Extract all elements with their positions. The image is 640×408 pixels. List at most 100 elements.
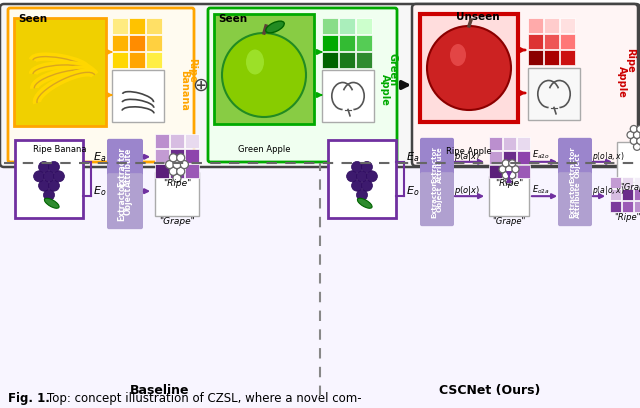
Circle shape bbox=[53, 171, 65, 182]
FancyBboxPatch shape bbox=[420, 14, 518, 122]
Bar bbox=[155, 164, 169, 178]
Text: Attribute: Attribute bbox=[124, 147, 132, 186]
Circle shape bbox=[351, 162, 362, 173]
FancyBboxPatch shape bbox=[0, 4, 640, 167]
Bar bbox=[170, 164, 184, 178]
Text: Baseline: Baseline bbox=[131, 384, 189, 397]
FancyBboxPatch shape bbox=[420, 138, 454, 192]
Bar bbox=[544, 18, 559, 33]
Bar bbox=[517, 165, 530, 178]
Text: "Grape": "Grape" bbox=[620, 183, 640, 192]
Bar bbox=[634, 189, 640, 200]
Circle shape bbox=[34, 171, 45, 182]
Circle shape bbox=[634, 131, 640, 138]
Text: Ripe: Ripe bbox=[187, 58, 197, 82]
Bar bbox=[0, 162, 640, 408]
Ellipse shape bbox=[266, 21, 284, 33]
Text: $p(a|x)$: $p(a|x)$ bbox=[454, 150, 480, 163]
Text: Seen: Seen bbox=[18, 14, 47, 24]
Text: Ripe Banana: Ripe Banana bbox=[33, 145, 87, 154]
Text: $p(o|a, x)$: $p(o|a, x)$ bbox=[592, 150, 625, 163]
Circle shape bbox=[506, 166, 513, 173]
Text: CSCNet (Ours): CSCNet (Ours) bbox=[439, 384, 541, 397]
FancyBboxPatch shape bbox=[107, 173, 143, 229]
Text: Object: Object bbox=[124, 187, 132, 215]
Bar bbox=[170, 149, 184, 163]
Text: $E_a$: $E_a$ bbox=[406, 150, 419, 164]
Text: Top: concept illustration of CZSL, where a novel com-: Top: concept illustration of CZSL, where… bbox=[47, 392, 362, 405]
Circle shape bbox=[351, 180, 362, 191]
Circle shape bbox=[44, 189, 54, 200]
Text: Attribute: Attribute bbox=[437, 146, 443, 183]
Circle shape bbox=[512, 166, 519, 173]
Bar bbox=[489, 137, 502, 150]
Circle shape bbox=[506, 177, 513, 185]
Text: $E_a$: $E_a$ bbox=[93, 150, 106, 164]
Text: "Grape": "Grape" bbox=[159, 217, 195, 226]
Circle shape bbox=[173, 174, 181, 182]
Text: Extractor: Extractor bbox=[118, 181, 127, 221]
Text: Green Apple: Green Apple bbox=[237, 145, 291, 154]
Circle shape bbox=[356, 189, 367, 200]
Text: Extractor: Extractor bbox=[569, 146, 575, 183]
Text: $E_o$: $E_o$ bbox=[406, 184, 419, 198]
Text: Seen: Seen bbox=[218, 14, 247, 24]
Bar bbox=[503, 151, 516, 164]
Bar bbox=[112, 18, 128, 34]
Bar bbox=[112, 52, 128, 68]
Bar bbox=[146, 52, 162, 68]
Text: Unseen: Unseen bbox=[456, 12, 500, 22]
Text: Fig. 1.: Fig. 1. bbox=[8, 392, 54, 405]
Text: "Grape": "Grape" bbox=[492, 217, 525, 226]
Text: $p(o|x)$: $p(o|x)$ bbox=[454, 184, 480, 197]
Bar bbox=[528, 18, 543, 33]
Circle shape bbox=[630, 126, 637, 133]
Circle shape bbox=[49, 162, 60, 173]
Circle shape bbox=[637, 126, 640, 133]
Bar bbox=[489, 176, 529, 216]
Bar bbox=[155, 134, 169, 148]
Circle shape bbox=[166, 161, 173, 169]
Text: $E_{a2o}$: $E_{a2o}$ bbox=[532, 149, 550, 161]
Text: "Ripe": "Ripe" bbox=[495, 179, 523, 188]
Text: Ripe: Ripe bbox=[625, 48, 635, 72]
Bar bbox=[622, 201, 633, 212]
Circle shape bbox=[44, 171, 54, 182]
Circle shape bbox=[509, 172, 516, 179]
Bar bbox=[112, 35, 128, 51]
Bar bbox=[356, 52, 372, 68]
FancyBboxPatch shape bbox=[8, 8, 194, 162]
Circle shape bbox=[347, 171, 358, 182]
FancyBboxPatch shape bbox=[15, 140, 83, 218]
Circle shape bbox=[362, 180, 372, 191]
Circle shape bbox=[180, 161, 188, 169]
Bar bbox=[185, 149, 199, 163]
Bar bbox=[322, 18, 338, 34]
Bar bbox=[503, 137, 516, 150]
Text: Extractor: Extractor bbox=[569, 181, 575, 217]
Circle shape bbox=[637, 137, 640, 144]
Bar bbox=[528, 68, 580, 120]
Ellipse shape bbox=[450, 44, 466, 66]
Bar bbox=[634, 201, 640, 212]
Bar bbox=[489, 151, 502, 164]
Bar bbox=[610, 177, 621, 188]
Text: Apple: Apple bbox=[380, 74, 390, 106]
Text: Attribute: Attribute bbox=[575, 181, 581, 217]
Bar bbox=[560, 50, 575, 65]
FancyBboxPatch shape bbox=[208, 8, 397, 162]
Text: Apple: Apple bbox=[617, 66, 627, 98]
Circle shape bbox=[627, 131, 634, 138]
Ellipse shape bbox=[246, 49, 264, 75]
Circle shape bbox=[499, 166, 506, 173]
Circle shape bbox=[356, 171, 367, 182]
Bar bbox=[560, 34, 575, 49]
Text: Extractor: Extractor bbox=[118, 147, 127, 187]
Circle shape bbox=[362, 162, 372, 173]
Text: "Ripe": "Ripe" bbox=[163, 179, 191, 188]
Circle shape bbox=[502, 172, 509, 179]
Bar bbox=[528, 50, 543, 65]
Bar bbox=[129, 52, 145, 68]
Bar bbox=[544, 50, 559, 65]
Bar bbox=[489, 165, 502, 178]
